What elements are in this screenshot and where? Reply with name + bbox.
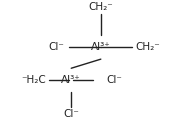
Text: Cl⁻: Cl⁻ <box>63 109 79 119</box>
Text: Cl⁻: Cl⁻ <box>48 43 64 52</box>
Text: Al³⁺: Al³⁺ <box>91 43 111 52</box>
Text: CH₂⁻: CH₂⁻ <box>88 2 113 12</box>
Text: Cl⁻: Cl⁻ <box>106 75 122 85</box>
Text: CH₂⁻: CH₂⁻ <box>136 43 160 52</box>
Text: Al³⁺: Al³⁺ <box>61 75 81 85</box>
Text: ⁻H₂C: ⁻H₂C <box>21 75 46 85</box>
